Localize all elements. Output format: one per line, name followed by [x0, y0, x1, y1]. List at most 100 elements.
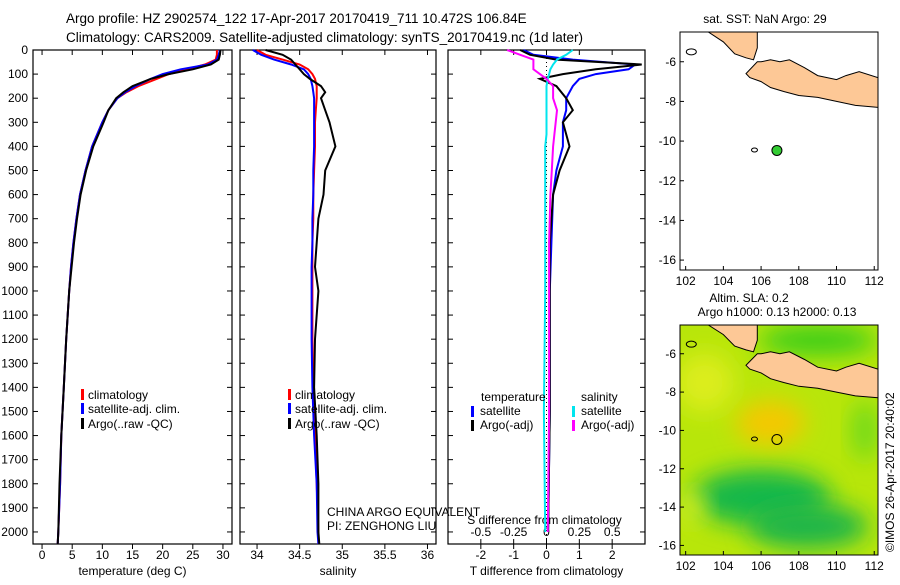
map-frame	[679, 324, 879, 556]
x-tick-label: 36	[421, 548, 435, 562]
s-x-tick-label: -0.5	[470, 525, 491, 539]
s-x-tick-label: 0.5	[604, 525, 621, 539]
x-tick-label: 1	[576, 548, 583, 562]
legend-swatch	[288, 403, 291, 414]
legend-swatch	[81, 418, 84, 429]
y-tick-label: 1000	[1, 284, 28, 298]
lon-tick-label: 102	[676, 559, 696, 573]
s-x-tick-label: -0.25	[500, 525, 528, 539]
x-tick-label: 10	[96, 548, 110, 562]
land-java	[745, 351, 878, 399]
y-tick-label: 0	[21, 43, 28, 57]
map-area	[685, 32, 878, 153]
series-line-climatology	[256, 49, 320, 544]
legend-swatch	[572, 406, 575, 417]
map-title: Altim. SLA: 0.2	[709, 291, 789, 305]
x-tick-label: 0	[543, 548, 550, 562]
x-tick-label: 20	[156, 548, 170, 562]
map-subtitle: Argo h1000: 0.13 h2000: 0.13	[698, 305, 857, 319]
lat-tick-label: -14	[659, 213, 677, 227]
imos-credit: ©IMOS 26-Apr-2017 20:40:02	[883, 392, 897, 552]
lon-tick-label: 110	[827, 559, 846, 573]
plot-frame	[32, 49, 233, 545]
map-title: sat. SST: NaN Argo: 29	[703, 12, 827, 26]
lon-tick-label: 106	[751, 274, 771, 288]
lon-tick-label: 108	[789, 274, 809, 288]
legend-label: Argo(-adj)	[581, 418, 634, 432]
legend-swatch	[471, 420, 474, 431]
sst-map-panel: 102 104 106 108 110 112 -6 -8 -10 -12 -14 -16 sat. S…	[659, 12, 884, 288]
legend-label: climatology	[88, 388, 148, 402]
y-tick-label: 200	[8, 91, 28, 105]
x-axis-label: salinity	[320, 564, 357, 578]
sla-field-patch	[735, 400, 806, 445]
title-line-1: Argo profile: HZ 2902574_122 17-Apr-2017…	[66, 11, 527, 26]
series-line-t-satellite	[523, 49, 638, 533]
plot-frame	[239, 49, 437, 545]
series-line-satellite-adj-clim-	[56, 49, 221, 545]
sla-map-panel: 102 104 106 108 110 112 -6 -8 -10 -12 -14 -16 Altim.…	[659, 291, 884, 573]
legend-swatch	[288, 418, 291, 429]
series-line-argo-raw-qc-	[56, 49, 222, 545]
legend-label: satellite-adj. clim.	[295, 402, 387, 416]
lon-tick-label: 112	[865, 559, 884, 573]
lon-tick-label: 104	[713, 274, 733, 288]
series-line-argo-raw-qc-	[265, 49, 337, 545]
y-tick-label: 1600	[1, 429, 28, 443]
land-sumatra	[707, 325, 758, 353]
series-line-climatology	[56, 50, 218, 545]
legend-label: Argo(..raw -QC)	[88, 417, 173, 431]
legend-swatch	[81, 403, 84, 414]
temperature-panel: 0100200300400500600700800900100011001200…	[1, 43, 233, 578]
series-line-s-satellite	[542, 49, 574, 533]
argo-position-marker	[771, 144, 783, 156]
x-tick-label: 25	[186, 548, 200, 562]
x-tick-label: 30	[216, 548, 230, 562]
x-tick-label: 35.5	[373, 548, 397, 562]
lat-tick-label: -6	[665, 347, 676, 361]
s-x-tick-label: 0.25	[568, 525, 592, 539]
y-tick-label: 1800	[1, 477, 28, 491]
y-tick-label: 900	[8, 260, 28, 274]
y-tick-label: 2000	[1, 525, 28, 539]
legend-title-salinity: salinity	[581, 390, 618, 404]
sla-field-patch	[748, 504, 869, 549]
legend-swatch	[471, 406, 474, 417]
x-tick-label: 15	[126, 548, 140, 562]
lat-tick-label: -10	[659, 134, 677, 148]
lat-tick-label: -14	[659, 500, 677, 514]
series-line-t-argo-adj-	[519, 49, 642, 533]
y-tick-label: 500	[8, 163, 28, 177]
map-area	[680, 325, 878, 555]
y-tick-label: 700	[8, 212, 28, 226]
legend-title-temperature: temperature	[481, 390, 546, 404]
y-tick-label: 1900	[1, 501, 28, 515]
series-line-satellite-adj-clim-	[252, 49, 320, 545]
argo-position-marker	[771, 433, 783, 445]
lat-tick-label: -8	[665, 385, 676, 399]
y-tick-label: 1400	[1, 380, 28, 394]
lon-tick-label: 112	[865, 274, 884, 288]
institution-line-2: PI: ZENGHONG LIU	[327, 519, 436, 533]
legend-swatch	[572, 420, 575, 431]
sla-field-patch	[757, 326, 878, 355]
x-tick-label: 34.5	[288, 548, 312, 562]
lat-tick-label: -12	[659, 174, 677, 188]
s-x-tick-label: 0	[543, 525, 550, 539]
lat-tick-label: -6	[665, 55, 676, 69]
y-tick-label: 400	[8, 139, 28, 153]
lon-tick-label: 106	[751, 559, 771, 573]
difference-panel: -2 -1 0 1 2 T difference from climatology -0.5…	[447, 49, 646, 578]
legend-label: satellite	[581, 404, 622, 418]
legend-label: Argo(-adj)	[480, 418, 533, 432]
x-tick-label: 35	[336, 548, 350, 562]
legend-label: satellite-adj. clim.	[88, 402, 180, 416]
x-axis-label: temperature (deg C)	[78, 564, 186, 578]
christmas-island	[750, 147, 758, 153]
sla-field-patch	[680, 352, 735, 413]
christmas-island	[750, 436, 758, 442]
y-tick-label: 800	[8, 236, 28, 250]
x-axis-label: T difference from climatology	[470, 564, 624, 578]
lat-tick-label: -12	[659, 462, 677, 476]
island-contour	[685, 48, 697, 56]
